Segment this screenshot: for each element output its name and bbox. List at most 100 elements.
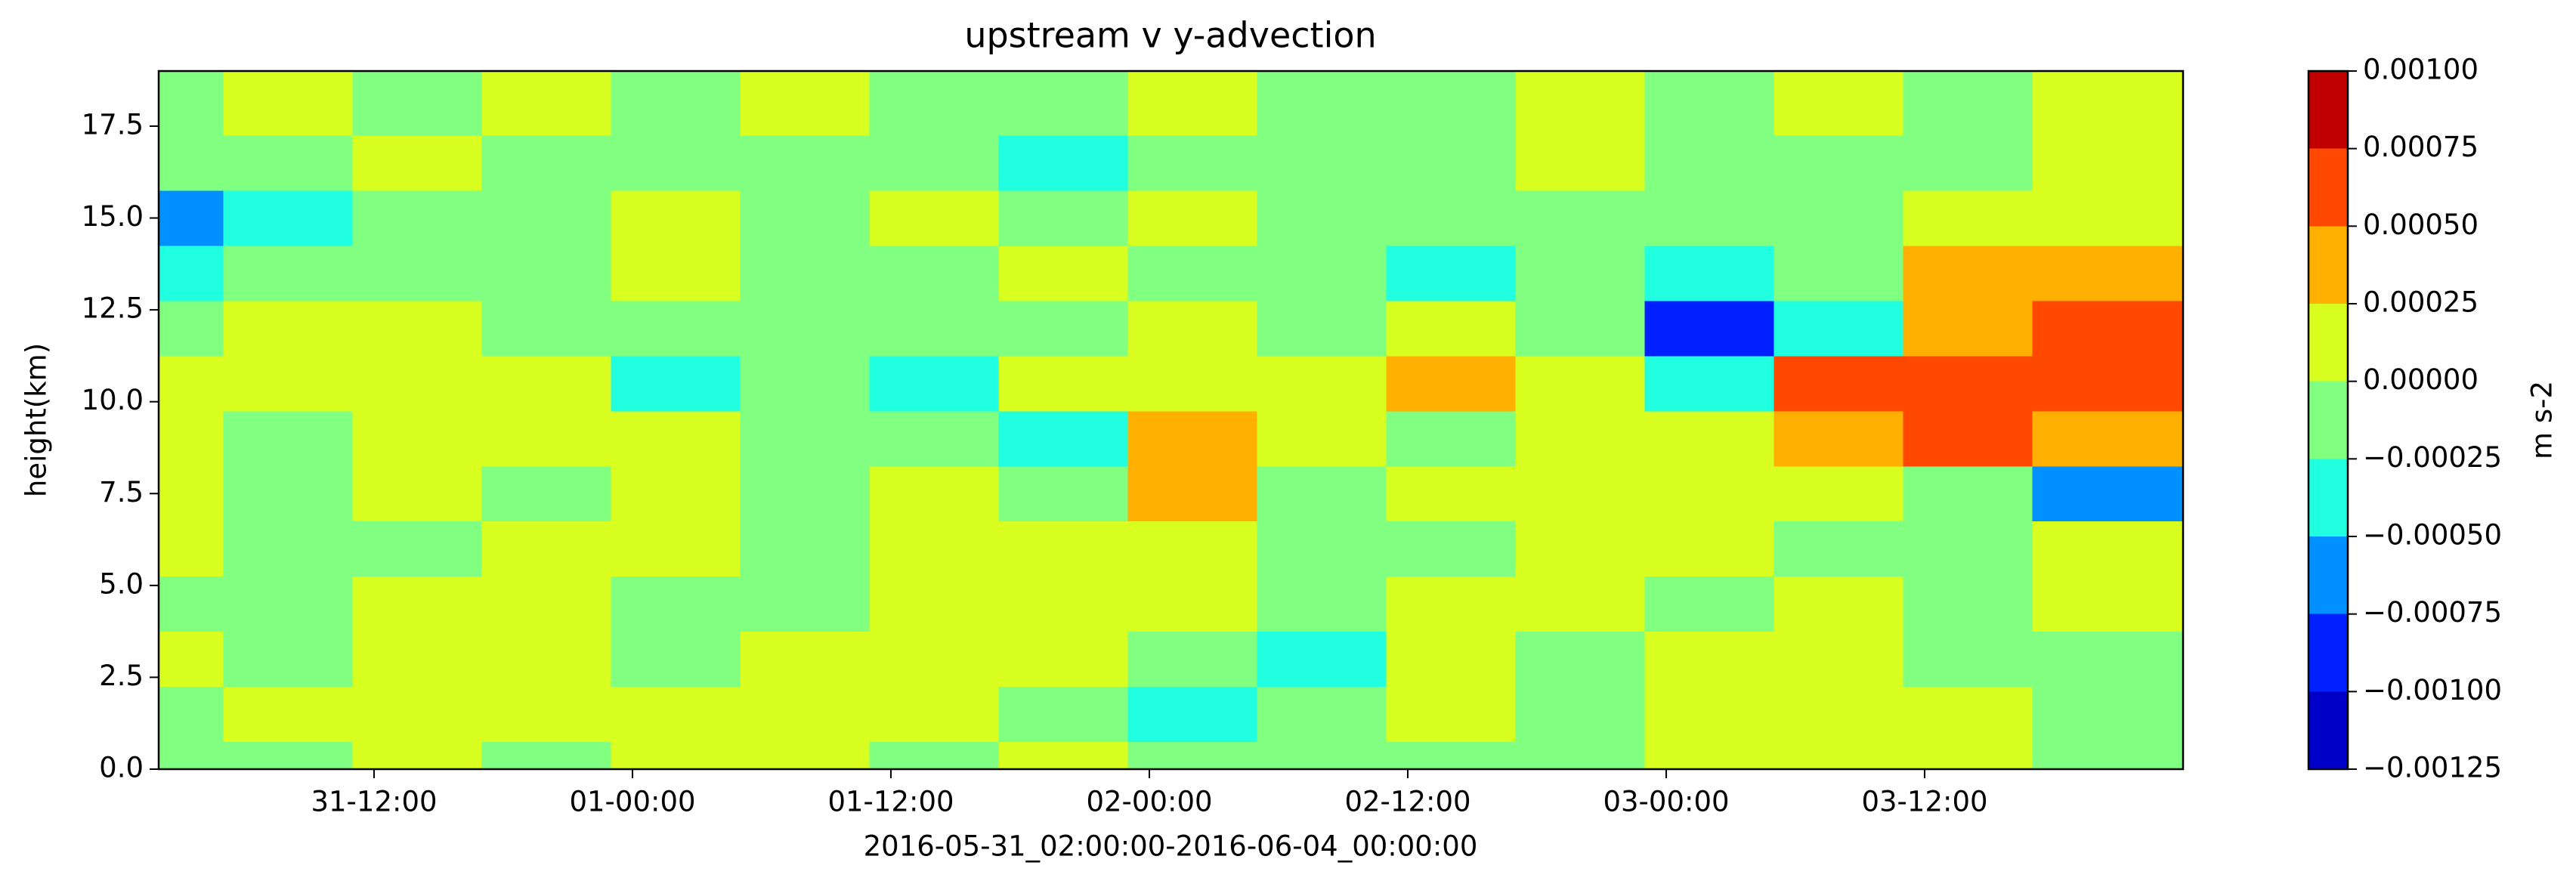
contour-cell	[740, 410, 870, 467]
colorbar-segment	[2309, 148, 2348, 227]
contour-cell	[223, 71, 353, 136]
contour-cell	[223, 410, 353, 467]
contour-cell	[1257, 521, 1387, 577]
contour-cell	[223, 521, 353, 577]
colorbar-segment	[2309, 304, 2348, 382]
contour-cell	[481, 465, 611, 522]
contour-cell	[1774, 190, 1903, 246]
contour-cell	[159, 465, 224, 522]
contour-cell	[223, 465, 353, 522]
contour-cell	[1644, 686, 1774, 743]
contour-cell	[2032, 71, 2184, 136]
contour-cell	[611, 741, 741, 770]
x-tick-label: 31-12:00	[311, 786, 437, 818]
contour-cell	[481, 300, 611, 357]
contour-cell	[1127, 686, 1257, 743]
contour-cell	[1774, 410, 1903, 467]
contour-cell	[1903, 741, 2033, 770]
x-tick-label: 03-12:00	[1861, 786, 1987, 818]
contour-cell	[611, 686, 741, 743]
contour-cell	[1774, 521, 1903, 577]
contour-cell	[159, 190, 224, 246]
contour-cell	[1386, 355, 1516, 412]
x-tick-label: 01-00:00	[569, 786, 695, 818]
contour-cell	[1903, 355, 2033, 412]
colorbar-tick-label: −0.00125	[2363, 752, 2502, 784]
contour-cell	[352, 71, 482, 136]
y-tick-label: 5.0	[99, 567, 144, 600]
contour-cell	[2032, 686, 2184, 743]
contour-cell	[740, 355, 870, 412]
contour-cell	[998, 521, 1128, 577]
contour-cell	[740, 741, 870, 770]
contour-cell	[611, 465, 741, 522]
contour-cell	[611, 300, 741, 357]
contour-cell	[159, 410, 224, 467]
contour-cell	[1903, 576, 2033, 632]
contour-cell	[159, 576, 224, 632]
contour-cell	[159, 521, 224, 577]
contour-cell	[740, 465, 870, 522]
contour-cell	[1644, 71, 1774, 136]
contour-cell	[352, 521, 482, 577]
contour-cell	[223, 741, 353, 770]
contour-cell	[869, 686, 999, 743]
contour-cell	[1127, 521, 1257, 577]
contour-cell	[1127, 576, 1257, 632]
contour-cell	[223, 190, 353, 246]
contour-field	[159, 71, 2184, 770]
contour-cell	[1127, 300, 1257, 357]
contour-cell	[1774, 686, 1903, 743]
contour-cell	[1774, 135, 1903, 191]
y-tick-label: 10.0	[82, 384, 144, 416]
contour-cell	[2032, 576, 2184, 632]
contour-cell	[352, 300, 482, 357]
contour-cell	[1257, 465, 1387, 522]
contour-cell	[223, 576, 353, 632]
contour-cell	[481, 355, 611, 412]
contour-cell	[2032, 631, 2184, 688]
contour-cell	[1774, 741, 1903, 770]
contour-cell	[352, 631, 482, 688]
contour-cell	[1257, 741, 1387, 770]
contour-cell	[1515, 741, 1645, 770]
contour-cell	[1386, 410, 1516, 467]
contour-cell	[869, 71, 999, 136]
contour-cell	[998, 576, 1128, 632]
contour-cell	[481, 71, 611, 136]
contour-cell	[1903, 135, 2033, 191]
contour-cell	[1774, 631, 1903, 688]
contour-cell	[1386, 741, 1516, 770]
contour-cell	[1515, 631, 1645, 688]
contour-cell	[869, 355, 999, 412]
y-tick-label: 7.5	[99, 476, 144, 508]
contour-cell	[1127, 410, 1257, 467]
contour-cell	[1515, 686, 1645, 743]
contour-cell	[998, 355, 1128, 412]
contour-cell	[740, 190, 870, 246]
contour-cell	[611, 190, 741, 246]
contour-cell	[869, 521, 999, 577]
y-tick-label: 2.5	[99, 660, 144, 692]
contour-cell	[1774, 246, 1903, 301]
contour-cell	[1386, 300, 1516, 357]
contour-cell	[1903, 300, 2033, 357]
contour-cell	[611, 71, 741, 136]
contour-cell	[998, 741, 1128, 770]
contour-cell	[1257, 631, 1387, 688]
x-tick-label: 01-12:00	[827, 786, 954, 818]
contour-cell	[611, 521, 741, 577]
contour-cell	[2032, 355, 2184, 412]
contour-cell	[611, 135, 741, 191]
y-tick-label: 0.0	[99, 752, 144, 784]
contour-cell	[159, 631, 224, 688]
contour-cell	[481, 576, 611, 632]
contour-cell	[1257, 190, 1387, 246]
contour-cell	[1644, 521, 1774, 577]
contour-cell	[1515, 246, 1645, 301]
colorbar-tick-label: 0.00075	[2363, 131, 2479, 163]
contour-cell	[1127, 631, 1257, 688]
contour-cell	[1644, 190, 1774, 246]
contour-cell	[1127, 465, 1257, 522]
contour-cell	[1644, 300, 1774, 357]
